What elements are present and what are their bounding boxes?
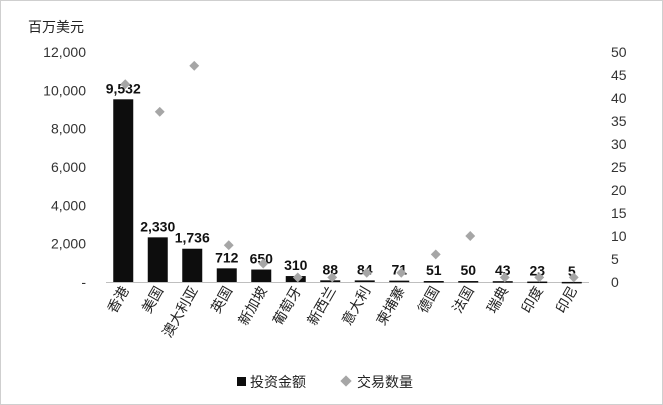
- bar: [182, 248, 203, 282]
- legend: 投资金额 交易数量: [237, 374, 413, 390]
- left-tick-label: 8,000: [51, 121, 86, 137]
- diamond-marker: [223, 240, 234, 251]
- right-tick-label: 50: [611, 44, 627, 60]
- right-tick-label: 25: [611, 159, 627, 175]
- diamond-marker: [327, 272, 338, 283]
- legend-bar-label: 投资金额: [250, 374, 306, 390]
- data-label: 51: [426, 262, 442, 278]
- bar: [354, 280, 375, 282]
- left-tick-label: 6,000: [51, 159, 86, 175]
- left-tick-label: 4,000: [51, 197, 86, 213]
- right-axis: 0 5 10 15 20 25 30 35 40 45 50: [611, 44, 627, 290]
- right-tick-label: 35: [611, 113, 627, 129]
- left-tick-label: 2,000: [51, 236, 86, 252]
- data-label: 5: [568, 263, 576, 279]
- category-label: 英国: [207, 284, 235, 316]
- category-label: 新西兰: [304, 284, 339, 328]
- data-label: 2,330: [140, 218, 175, 234]
- right-tick-label: 5: [611, 251, 619, 267]
- legend-bar-swatch: [237, 377, 246, 386]
- category-label: 德国: [414, 284, 442, 316]
- diamond-marker: [361, 267, 372, 278]
- left-tick-label: 10,000: [43, 82, 86, 98]
- data-label: 310: [284, 257, 308, 273]
- diamond-marker: [189, 60, 200, 71]
- category-label: 意大利: [338, 284, 373, 328]
- left-tick-label: 12,000: [43, 44, 86, 60]
- bar: [251, 269, 272, 282]
- category-label: 印尼: [552, 284, 580, 316]
- bar: [527, 281, 548, 284]
- data-label: 50: [460, 262, 476, 278]
- category-label: 美国: [138, 284, 166, 316]
- diamond-marker: [396, 267, 407, 278]
- bar: [147, 237, 168, 282]
- diamond-marker: [154, 106, 165, 117]
- bar: [216, 268, 237, 282]
- diamond-marker: [258, 258, 269, 269]
- bar: [458, 281, 479, 283]
- right-tick-label: 0: [611, 274, 619, 290]
- right-tick-label: 45: [611, 67, 627, 83]
- legend-diamond-swatch: [340, 375, 352, 387]
- bar: [423, 281, 444, 283]
- diamond-marker: [430, 249, 441, 260]
- diamond-marker: [499, 272, 510, 283]
- category-label: 法国: [449, 284, 477, 316]
- left-axis: - 2,000 4,000 6,000 8,000 10,000 12,000: [43, 44, 86, 290]
- category-label: 柬埔寨: [373, 284, 408, 328]
- category-label: 新加坡: [235, 284, 270, 328]
- category-label: 印度: [518, 284, 546, 316]
- category-label: 瑞典: [483, 284, 511, 316]
- diamond-marker: [465, 231, 476, 241]
- category-label: 香港: [104, 284, 132, 316]
- left-tick-label: -: [81, 274, 86, 290]
- legend-diamond-label: 交易数量: [357, 374, 413, 390]
- data-label: 650: [250, 251, 274, 267]
- data-label: 9,532: [106, 80, 141, 96]
- bar: [320, 280, 341, 282]
- diamond-marker: [120, 79, 131, 90]
- bar: [561, 281, 582, 284]
- right-tick-label: 15: [611, 205, 627, 221]
- bar: [492, 281, 513, 283]
- data-label: 1,736: [175, 230, 210, 246]
- category-label: 葡萄牙: [269, 284, 304, 328]
- diamond-marker: [568, 272, 579, 283]
- right-tick-label: 10: [611, 228, 627, 244]
- data-label: 43: [495, 262, 511, 278]
- bar: [389, 280, 410, 283]
- right-tick-label: 20: [611, 182, 627, 198]
- bar: [113, 99, 134, 282]
- left-axis-unit: 百万美元: [28, 19, 84, 35]
- data-label: 712: [215, 249, 239, 265]
- diamond-marker: [292, 272, 303, 283]
- right-tick-label: 30: [611, 136, 627, 152]
- diamond-marker: [534, 272, 545, 283]
- right-tick-label: 40: [611, 90, 627, 106]
- data-label: 88: [322, 261, 338, 277]
